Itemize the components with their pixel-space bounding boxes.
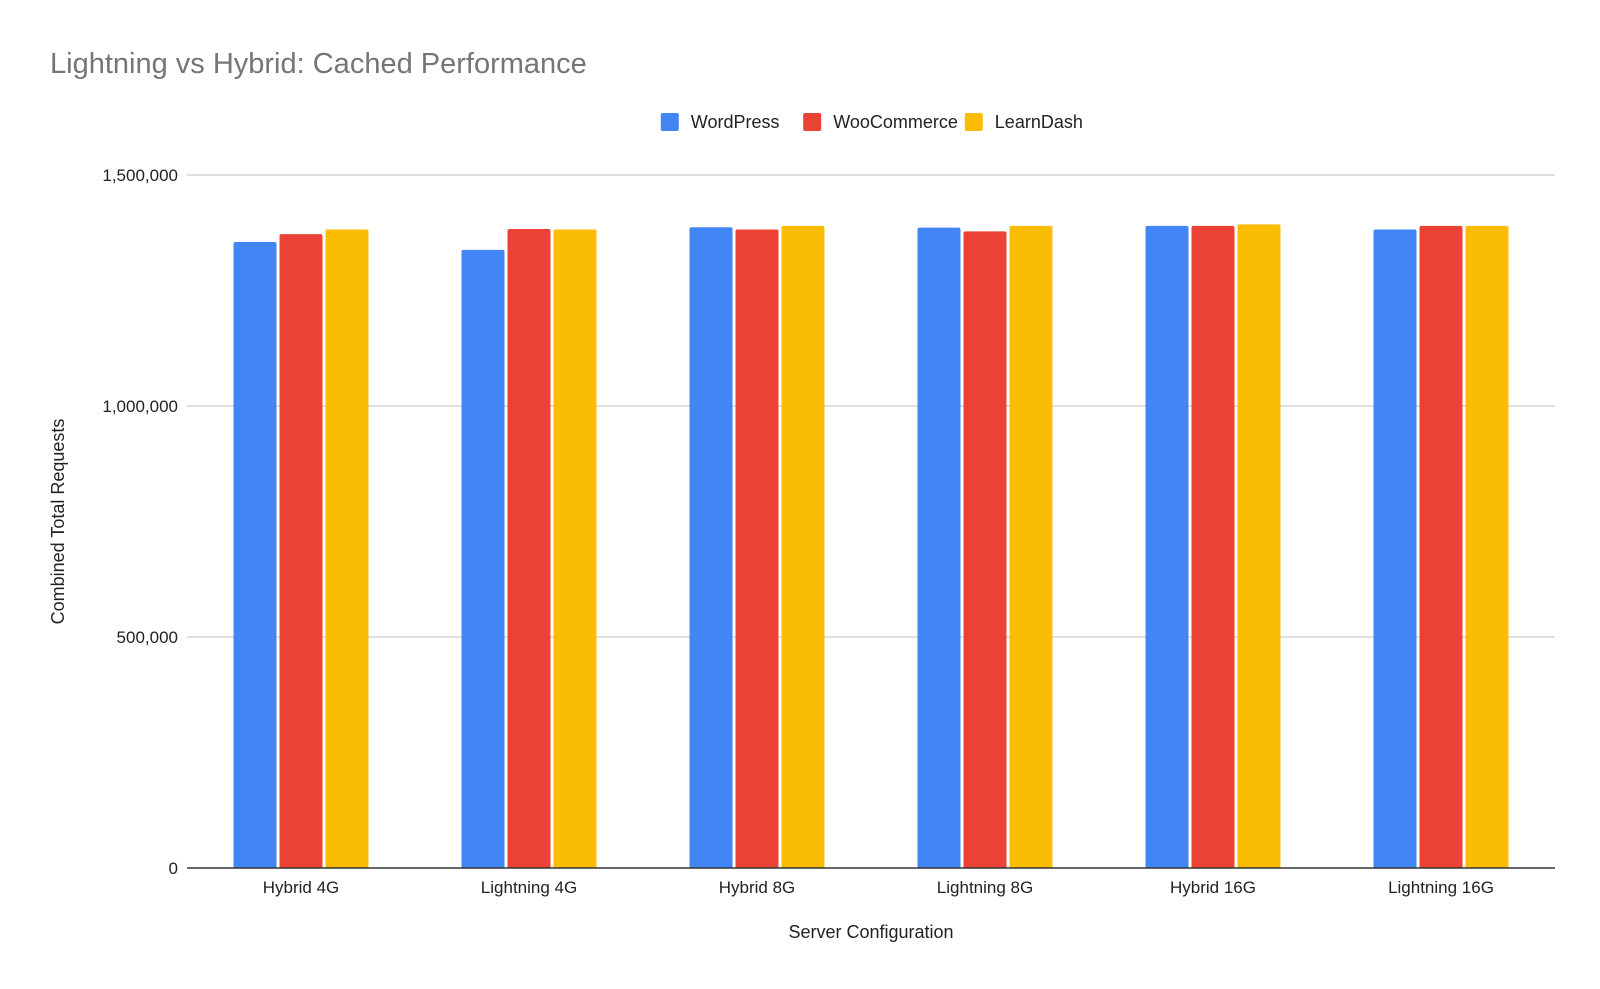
legend: WordPress WooCommerce LearnDash [660, 112, 1083, 132]
bars [233, 224, 1509, 869]
y-tick-label: 1,500,000 [102, 166, 178, 185]
x-tick-label: Hybrid 16G [1170, 878, 1256, 897]
x-axis-title: Server Configuration [788, 922, 953, 942]
bar-wordpress [689, 227, 733, 868]
bar-learndash [325, 229, 369, 869]
bar-learndash [553, 229, 597, 869]
bar-woocommerce [1419, 225, 1463, 868]
y-axis-ticks: 0 500,000 1,000,000 1,500,000 [102, 166, 178, 878]
chart-title: Lightning vs Hybrid: Cached Performance [50, 48, 587, 80]
x-tick-label: Lightning 4G [481, 878, 577, 897]
bar-learndash [1465, 225, 1509, 868]
bar-wordpress [1373, 229, 1417, 869]
bar-learndash [781, 225, 825, 868]
x-tick-label: Lightning 16G [1388, 878, 1494, 897]
x-tick-label: Hybrid 4G [263, 878, 340, 897]
y-tick-label: 1,000,000 [102, 397, 178, 416]
y-tick-label: 0 [169, 859, 178, 878]
legend-label: WordPress [691, 112, 780, 132]
bar-woocommerce [963, 231, 1007, 868]
y-tick-label: 500,000 [117, 628, 178, 647]
x-axis-ticks: Hybrid 4G Lightning 4G Hybrid 8G Lightning … [263, 878, 1494, 897]
bar-woocommerce [1191, 225, 1235, 868]
bar-woocommerce [507, 229, 551, 868]
legend-label: WooCommerce [833, 112, 958, 132]
y-axis-title: Combined Total Requests [48, 419, 68, 625]
bar-learndash [1237, 224, 1281, 868]
legend-swatch [803, 113, 822, 131]
x-tick-label: Hybrid 8G [719, 878, 796, 897]
gridlines [187, 174, 1555, 638]
legend-swatch [964, 113, 983, 131]
bar-woocommerce [735, 229, 779, 869]
legend-swatch [660, 113, 679, 131]
bar-wordpress [461, 249, 505, 868]
bar-woocommerce [279, 234, 323, 869]
x-tick-label: Lightning 8G [937, 878, 1033, 897]
bar-wordpress [233, 241, 277, 869]
bar-wordpress [1145, 225, 1189, 868]
legend-label: LearnDash [995, 112, 1083, 132]
bar-wordpress [917, 227, 961, 869]
bar-learndash [1009, 225, 1053, 868]
